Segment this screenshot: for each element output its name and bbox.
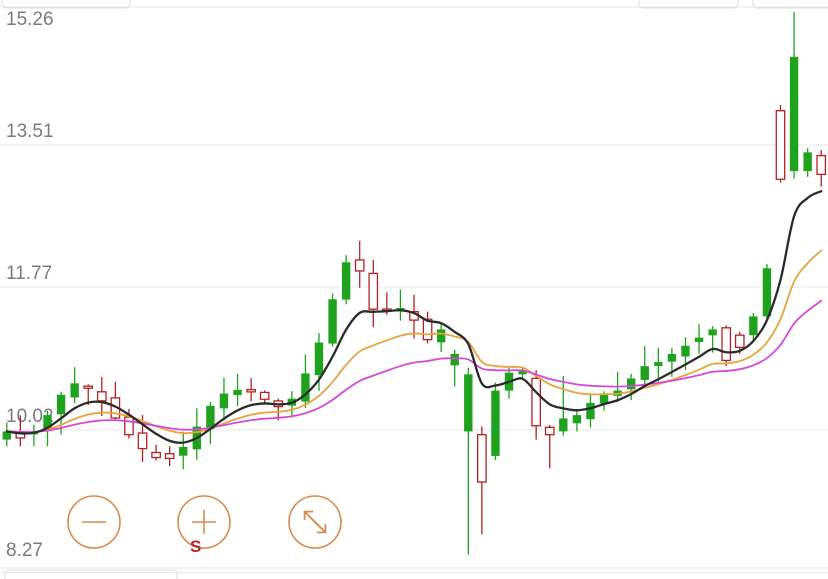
- svg-text:8.27: 8.27: [6, 540, 43, 561]
- svg-text:15.26: 15.26: [6, 9, 54, 30]
- svg-text:11.77: 11.77: [6, 263, 52, 284]
- svg-text:S: S: [190, 537, 201, 556]
- svg-text:13.51: 13.51: [6, 121, 54, 142]
